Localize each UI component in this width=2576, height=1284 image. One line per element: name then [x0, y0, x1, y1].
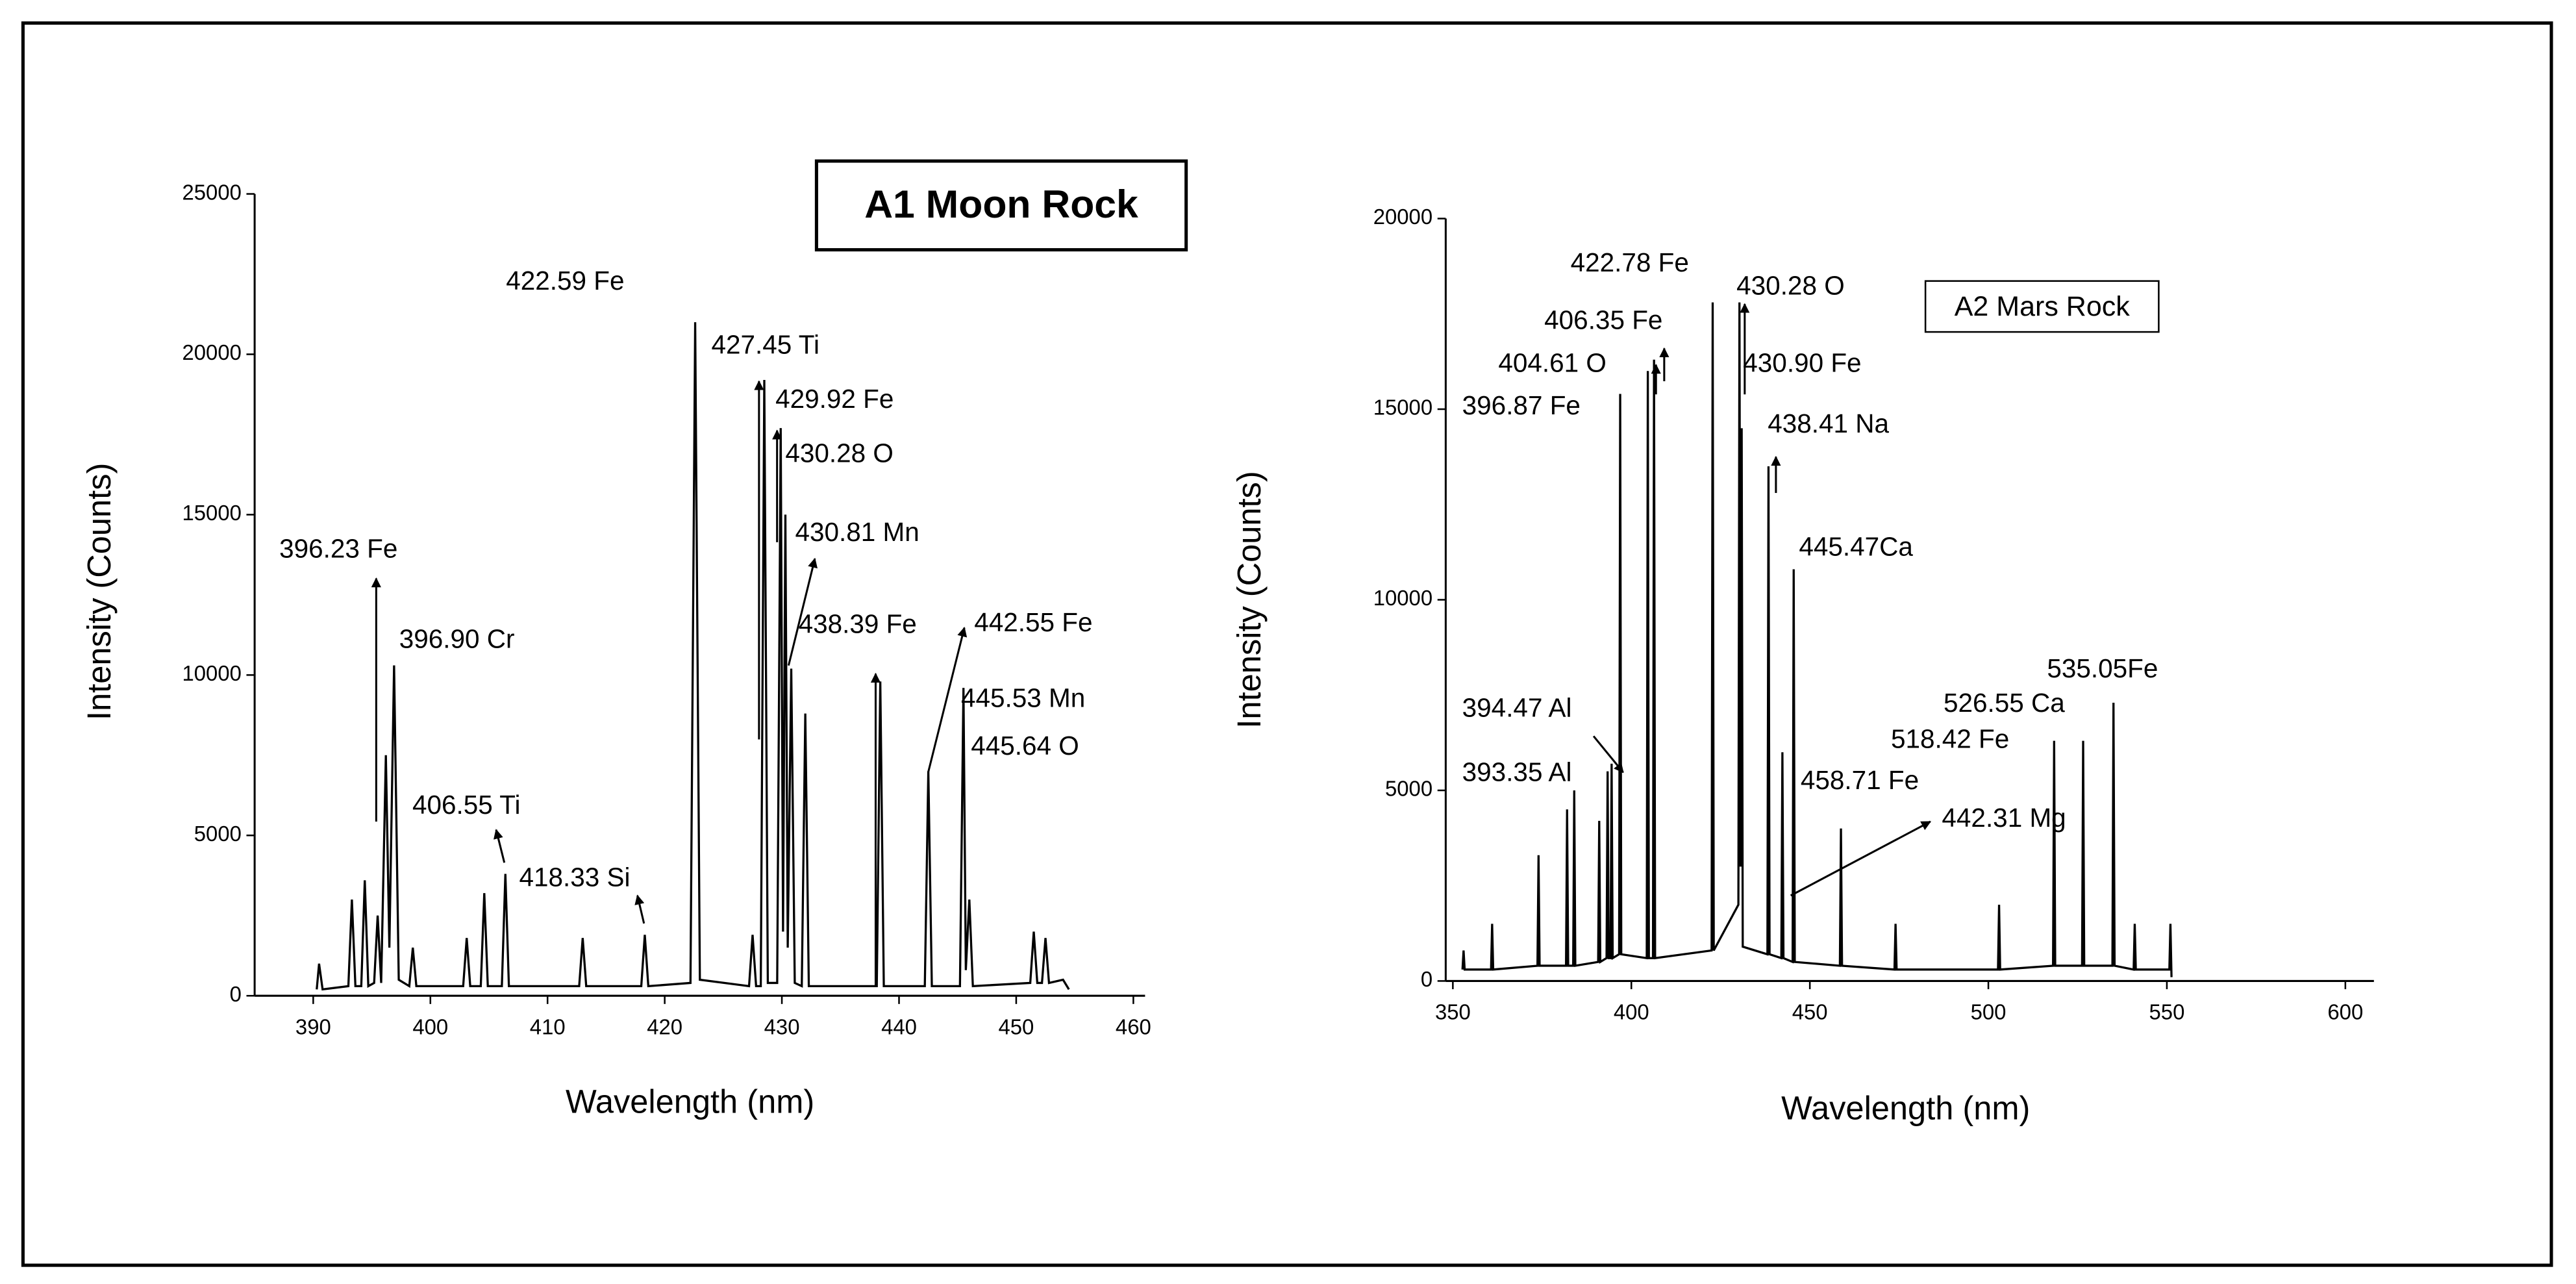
- x-tick-label: 410: [530, 1014, 566, 1039]
- figure-border: [21, 21, 2553, 1267]
- peak-label: 458.71 Fe: [1801, 765, 1919, 795]
- peak-label: 396.87 Fe: [1462, 390, 1581, 420]
- peak-label: 438.41 Na: [1768, 409, 1889, 438]
- y-tick-label: 15000: [182, 501, 241, 525]
- peak-label: 394.47 Al: [1462, 693, 1572, 723]
- peak-label: 406.35 Fe: [1544, 305, 1662, 335]
- peak-label: 445.47Ca: [1799, 532, 1913, 562]
- y-tick-label: 10000: [1373, 586, 1432, 610]
- annotation-arrow: [1592, 735, 1624, 774]
- title-box: [1924, 280, 2160, 333]
- x-tick-label: 400: [1614, 1000, 1649, 1024]
- x-axis-label: Wavelength (nm): [566, 1083, 814, 1120]
- x-tick-label: 440: [881, 1014, 917, 1039]
- x-tick-label: 600: [2327, 1000, 2363, 1024]
- x-tick-label: 450: [998, 1014, 1034, 1039]
- peak-label: 442.55 Fe: [974, 607, 1092, 637]
- peak-label: 429.92 Fe: [775, 384, 894, 414]
- peak-label: 430.90 Fe: [1743, 347, 1861, 377]
- x-tick-label: 430: [764, 1014, 800, 1039]
- x-axis-label: Wavelength (nm): [1781, 1090, 2030, 1127]
- x-tick-label: 390: [295, 1014, 331, 1039]
- peak-label: 526.55 Ca: [1944, 688, 2065, 718]
- peak-label: 396.90 Cr: [399, 623, 515, 653]
- y-tick-label: 20000: [182, 340, 241, 364]
- peak-label: 427.45 Ti: [711, 330, 819, 360]
- annotation-arrow: [634, 894, 645, 924]
- y-tick-label: 5000: [194, 822, 242, 846]
- peak-label: 438.39 Fe: [799, 609, 917, 639]
- y-tick-label: 0: [1421, 967, 1432, 991]
- peak-label: 430.28 O: [785, 438, 894, 468]
- y-tick-label: 15000: [1373, 396, 1432, 420]
- spectrum-line: [316, 322, 1070, 991]
- annotation-arrow: [1790, 820, 1932, 897]
- y-tick-label: 10000: [182, 661, 241, 685]
- peak-label: 418.33 Si: [519, 862, 630, 892]
- peak-label: 422.59 Fe: [506, 266, 624, 296]
- chart-title: A1 Moon Rock: [864, 182, 1138, 226]
- x-tick-label: 350: [1435, 1000, 1471, 1024]
- peak-label: 430.81 Mn: [795, 517, 919, 547]
- x-tick-label: 420: [647, 1014, 682, 1039]
- spectrum-line: [1461, 302, 2173, 977]
- peak-label: 518.42 Fe: [1891, 724, 2009, 754]
- annotation-arrow: [787, 557, 818, 666]
- peak-label: 442.31 Mg: [1942, 803, 2066, 833]
- y-tick-label: 20000: [1373, 205, 1432, 229]
- peak-label: 393.35 Al: [1462, 757, 1572, 787]
- y-axis-label: Intensity (Counts): [1231, 471, 1268, 728]
- y-tick-label: 25000: [182, 180, 241, 204]
- x-tick-label: 460: [1116, 1014, 1151, 1039]
- peak-label: 396.23 Fe: [279, 533, 397, 563]
- peak-label: 404.61 O: [1498, 347, 1607, 377]
- peak-label: 445.53 Mn: [961, 683, 1085, 712]
- annotation-arrow: [927, 627, 968, 773]
- chart-title: A2 Mars Rock: [1955, 291, 2131, 322]
- peak-label: 535.05Fe: [2047, 653, 2158, 683]
- x-tick-label: 500: [1971, 1000, 2007, 1024]
- x-tick-label: 550: [2149, 1000, 2185, 1024]
- x-tick-label: 450: [1792, 1000, 1828, 1024]
- x-tick-label: 400: [412, 1014, 448, 1039]
- peak-label: 422.78 Fe: [1571, 247, 1689, 277]
- peak-label: 406.55 Ti: [412, 790, 520, 820]
- y-tick-label: 0: [230, 982, 242, 1006]
- peak-label: 430.28 O: [1736, 270, 1844, 300]
- title-box: [814, 159, 1188, 252]
- peak-label: 445.64 O: [971, 731, 1079, 761]
- y-axis-label: Intensity (Counts): [81, 463, 118, 720]
- y-tick-label: 5000: [1385, 777, 1432, 801]
- annotation-arrow: [494, 829, 506, 863]
